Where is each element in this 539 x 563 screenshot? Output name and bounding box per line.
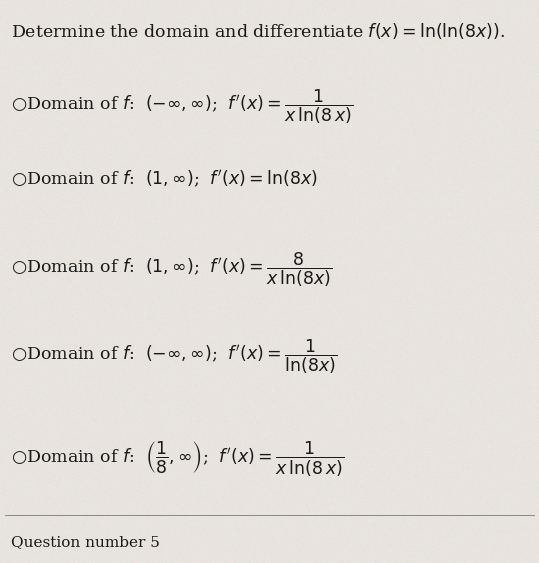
Text: Determine the domain and differentiate $f(x) = \mathrm{ln}(\mathrm{ln}(8x))$.: Determine the domain and differentiate $… xyxy=(11,21,505,42)
Text: ○Domain of $f$:  $\left(\dfrac{1}{8}, \infty\right)$;  $f'(x) = \dfrac{1}{x\,\ma: ○Domain of $f$: $\left(\dfrac{1}{8}, \in… xyxy=(11,439,344,478)
Text: ○Domain of $f$:  $(1, \infty)$;  $f'(x) = \mathrm{ln}(8x)$: ○Domain of $f$: $(1, \infty)$; $f'(x) = … xyxy=(11,169,317,190)
Text: ○Domain of $f$:  $(1, \infty)$;  $f'(x) = \dfrac{8}{x\,\mathrm{ln}(8x)}$: ○Domain of $f$: $(1, \infty)$; $f'(x) = … xyxy=(11,251,332,289)
Text: ○Domain of $f$:  $(-\infty, \infty)$;  $f'(x) = \dfrac{1}{x\,\mathrm{ln}(8\,x)}$: ○Domain of $f$: $(-\infty, \infty)$; $f'… xyxy=(11,87,353,126)
Text: Question number 5: Question number 5 xyxy=(11,535,160,549)
Text: ○Domain of $f$:  $(-\infty, \infty)$;  $f'(x) = \dfrac{1}{\mathrm{ln}(8x)}$: ○Domain of $f$: $(-\infty, \infty)$; $f'… xyxy=(11,338,337,376)
